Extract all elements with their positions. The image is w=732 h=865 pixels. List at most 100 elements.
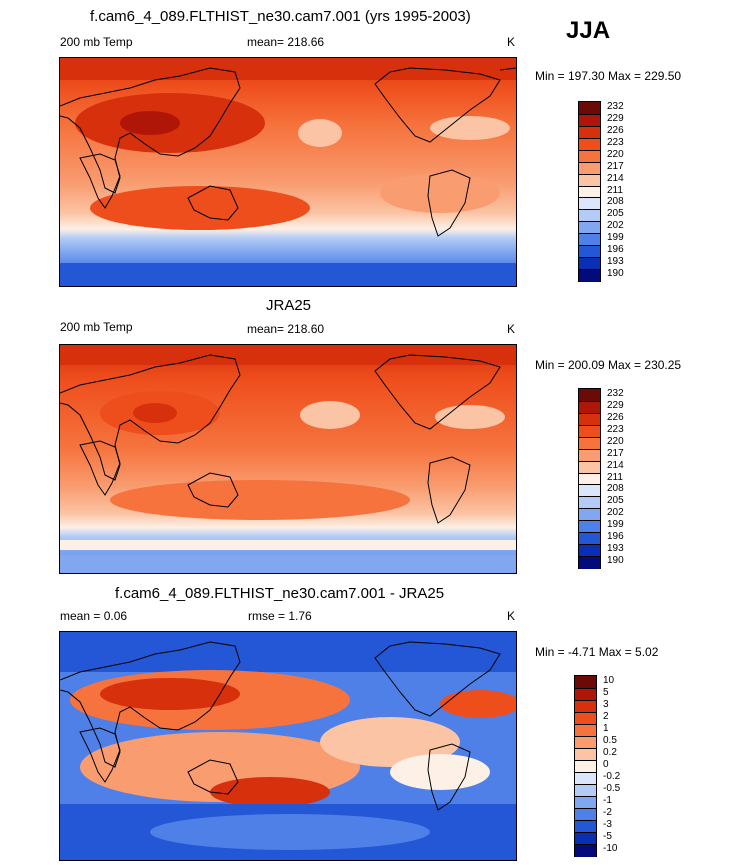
colorbar-swatch [579,436,600,450]
colorbar-tick-label: -5 [603,831,612,842]
colorbar-tick-label: 208 [607,483,624,495]
colorbar-tick-label: 202 [607,507,624,519]
colorbar-swatch [579,173,600,187]
colorbar-swatch [579,544,600,558]
colorbar-swatch [579,113,600,127]
colorbar-swatch [579,412,600,426]
panel-2-title: JRA25 [266,297,312,314]
colorbar-swatch [575,688,596,701]
panel-1-minmax: Min = 197.30 Max = 229.50 [535,69,682,83]
colorbar-swatch [579,532,600,546]
colorbar-tick-label: 205 [607,495,624,507]
panel-1-colorbar [578,101,601,282]
colorbar-tick-label: 10 [603,675,615,686]
colorbar-tick-label: 214 [607,172,624,184]
colorbar-tick-label: 214 [607,459,624,471]
colorbar-swatch [579,389,600,401]
panel-1-title: f.cam6_4_089.FLTHIST_ne30.cam7.001 (yrs … [90,8,471,25]
colorbar-tick-label: 220 [607,435,624,447]
colorbar-tick-label: 220 [607,148,624,160]
colorbar-tick-label: 217 [607,447,624,459]
colorbar-tick-label: 217 [607,160,624,172]
colorbar-swatch [575,712,596,725]
panel-3-minmax: Min = -4.71 Max = 5.02 [535,645,659,659]
colorbar-tick-label: 0.2 [603,747,617,758]
colorbar-swatch [575,772,596,785]
colorbar-swatch [579,209,600,223]
colorbar-swatch [579,269,600,282]
panel-3-mean: mean = 0.06 [60,609,128,623]
colorbar-swatch [579,556,600,569]
panel-2-colorbar [578,388,601,569]
colorbar-tick-label: 193 [607,256,624,268]
colorbar-swatch [579,520,600,534]
colorbar-tick-label: 202 [607,220,624,232]
panel-1-left-label: 200 mb Temp [60,35,133,49]
colorbar-swatch [575,676,596,688]
colorbar-swatch [579,137,600,151]
panel-1-mean: mean= 218.66 [247,35,325,49]
panel-3-rmse: rmse = 1.76 [248,609,312,623]
colorbar-tick-label: 3 [603,699,609,710]
colorbar-tick-label: 226 [607,411,624,423]
colorbar-tick-label: 232 [607,100,624,112]
colorbar-tick-label: -3 [603,819,612,830]
colorbar-tick-label: 211 [607,471,623,483]
colorbar-swatch [579,161,600,175]
colorbar-swatch [579,448,600,462]
colorbar-tick-label: 196 [607,531,624,543]
panel-2-minmax: Min = 200.09 Max = 230.25 [535,358,682,372]
panel-3-units: K [507,609,516,623]
colorbar-tick-label: 226 [607,124,624,136]
colorbar-swatch [579,125,600,139]
colorbar-swatch [579,245,600,259]
colorbar-tick-label: -10 [603,843,618,854]
colorbar-swatch [575,784,596,797]
panel-2-left-label: 200 mb Temp [60,320,133,334]
colorbar-swatch [579,400,600,414]
colorbar-tick-label: 223 [607,423,624,435]
colorbar-tick-label: 208 [607,196,624,208]
colorbar-tick-label: -1 [603,795,612,806]
colorbar-swatch [579,102,600,114]
colorbar-swatch [579,257,600,271]
colorbar-swatch [579,221,600,235]
colorbar-swatch [575,844,596,857]
panel-3-title: f.cam6_4_089.FLTHIST_ne30.cam7.001 - JRA… [115,585,445,602]
colorbar-tick-label: -0.5 [603,783,621,794]
colorbar-tick-label: 199 [607,519,624,531]
colorbar-tick-label: 190 [607,268,624,280]
colorbar-tick-label: 5 [603,687,609,698]
colorbar-swatch [579,496,600,510]
panel-1-map [59,57,517,287]
colorbar-swatch [579,149,600,163]
colorbar-tick-label: 2 [603,711,609,722]
colorbar-swatch [579,508,600,522]
colorbar-tick-label: 190 [607,555,624,567]
colorbar-swatch [579,197,600,211]
colorbar-tick-label: 196 [607,244,624,256]
colorbar-swatch [575,832,596,845]
colorbar-tick-label: 1 [603,723,609,734]
colorbar-tick-label: 0.5 [603,735,617,746]
colorbar-swatch [579,424,600,438]
panel-1-units: K [507,35,516,49]
panel-2-mean: mean= 218.60 [247,322,325,336]
colorbar-swatch [579,472,600,486]
colorbar-swatch [575,724,596,737]
colorbar-swatch [575,748,596,761]
colorbar-tick-label: 0 [603,759,609,770]
colorbar-tick-label: -2 [603,807,612,818]
panel-3-map [59,631,517,861]
colorbar-swatch [575,760,596,773]
panel-2-map [59,344,517,574]
colorbar-tick-label: 205 [607,208,624,220]
colorbar-tick-label: 193 [607,543,624,555]
colorbar-tick-label: 232 [607,387,624,399]
colorbar-swatch [575,700,596,713]
colorbar-swatch [575,796,596,809]
colorbar-swatch [575,820,596,833]
colorbar-swatch [575,736,596,749]
colorbar-swatch [579,484,600,498]
colorbar-tick-label: 211 [607,184,623,196]
